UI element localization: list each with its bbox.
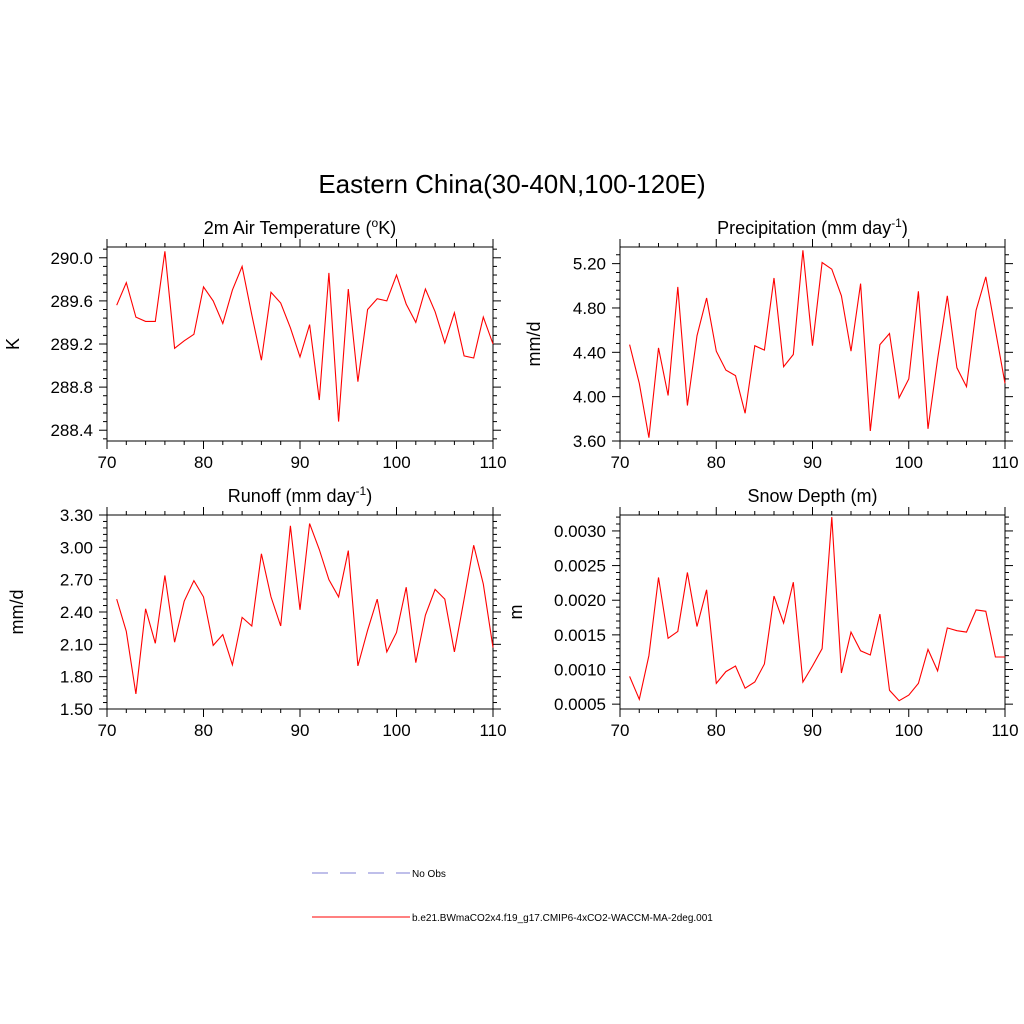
panel-title-superscript: -1: [891, 216, 902, 230]
x-tick-label: 110: [479, 453, 506, 472]
x-tick-label: 110: [479, 721, 506, 740]
y-tick-label: 290.0: [50, 249, 93, 268]
y-tick-label: 2.10: [60, 635, 93, 654]
y-tick-label: 0.0005: [554, 695, 606, 714]
series-line: [116, 251, 494, 422]
y-tick-label: 5.20: [573, 255, 606, 274]
legend: No Obs b.e21.BWmaCO2x4.f19_g17.CMIP6-4xC…: [312, 869, 713, 924]
figure-title: Eastern China(30-40N,100-120E): [318, 169, 705, 199]
y-axis-label: K: [3, 338, 23, 350]
y-tick-label: 289.6: [50, 292, 93, 311]
panel-title: Precipitation (mm day-1): [717, 216, 908, 238]
y-tick-label: 3.60: [573, 432, 606, 451]
panels: 2m Air Temperature (oK) K 70 80 90 100 110 288.…: [3, 216, 1019, 740]
y-tick-label: 288.4: [50, 421, 93, 440]
x-tick-label: 110: [991, 453, 1018, 472]
x-tick-label: 90: [803, 721, 822, 740]
y-tick-label: 3.00: [60, 538, 93, 557]
x-tick-label: 90: [291, 721, 310, 740]
x-tick-label: 100: [895, 721, 923, 740]
series-line: [629, 250, 1006, 438]
x-tick-label: 80: [707, 453, 726, 472]
panel-title-text: Snow Depth (m): [747, 486, 877, 506]
panel-title-superscript: o: [372, 216, 379, 230]
legend-obs-label: No Obs: [412, 869, 446, 880]
y-tick-label: 0.0010: [554, 661, 606, 680]
panel-title: Runoff (mm day-1): [228, 484, 372, 506]
series-line: [629, 517, 1005, 702]
panel-title-text: Precipitation (mm day: [717, 218, 891, 238]
panel-title: 2m Air Temperature (oK): [204, 216, 396, 238]
panel-title: Snow Depth (m): [747, 486, 877, 506]
x-tick-label: 100: [895, 453, 923, 472]
x-tick-label: 90: [803, 453, 822, 472]
y-axis-label: mm/d: [7, 590, 27, 635]
y-tick-label: 0.0030: [554, 522, 606, 541]
x-tick-label: 110: [991, 721, 1018, 740]
series-line: [116, 523, 494, 694]
legend-model-label: b.e21.BWmaCO2x4.f19_g17.CMIP6-4xCO2-WACC…: [412, 913, 713, 924]
y-tick-label: 1.50: [60, 700, 93, 719]
y-tick-label: 4.40: [573, 343, 606, 362]
x-tick-label: 80: [194, 453, 213, 472]
x-tick-label: 80: [707, 721, 726, 740]
y-tick-label: 288.8: [50, 378, 93, 397]
panel-title-superscript: -1: [356, 484, 367, 498]
panel-4: Snow Depth (m) m 70 80 90 100 110 0.0005 0.0010 0…: [506, 486, 1019, 740]
y-tick-label: 4.00: [573, 388, 606, 407]
x-tick-label: 90: [291, 453, 310, 472]
panel-3: Runoff (mm day-1) mm/d 70 80 90 100 110 1.50 1.8…: [7, 484, 507, 740]
panel-title-text: Runoff (mm day: [228, 486, 356, 506]
panel-title-tail: ): [902, 218, 908, 238]
x-tick-label: 80: [194, 721, 213, 740]
y-tick-label: 3.30: [60, 506, 93, 525]
y-axis-label: mm/d: [524, 322, 544, 367]
y-tick-label: 289.2: [50, 335, 93, 354]
panel-2: Precipitation (mm day-1) mm/d 70 80 90 100 110…: [524, 216, 1019, 472]
y-tick-label: 2.70: [60, 571, 93, 590]
x-tick-label: 70: [98, 721, 117, 740]
x-tick-label: 70: [98, 453, 117, 472]
y-tick-label: 0.0025: [554, 557, 606, 576]
y-tick-label: 4.80: [573, 299, 606, 318]
x-tick-label: 70: [611, 721, 630, 740]
y-tick-label: 1.80: [60, 668, 93, 687]
x-tick-label: 100: [382, 453, 410, 472]
panel-1: 2m Air Temperature (oK) K 70 80 90 100 110 288.…: [3, 216, 507, 472]
panel-title-tail: K): [378, 218, 396, 238]
panel-title-text: 2m Air Temperature (: [204, 218, 372, 238]
y-tick-label: 0.0015: [554, 626, 606, 645]
x-tick-label: 70: [611, 453, 630, 472]
y-tick-label: 0.0020: [554, 591, 606, 610]
y-axis-label: m: [506, 605, 526, 620]
x-tick-label: 100: [382, 721, 410, 740]
panel-title-tail: ): [366, 486, 372, 506]
y-tick-label: 2.40: [60, 603, 93, 622]
